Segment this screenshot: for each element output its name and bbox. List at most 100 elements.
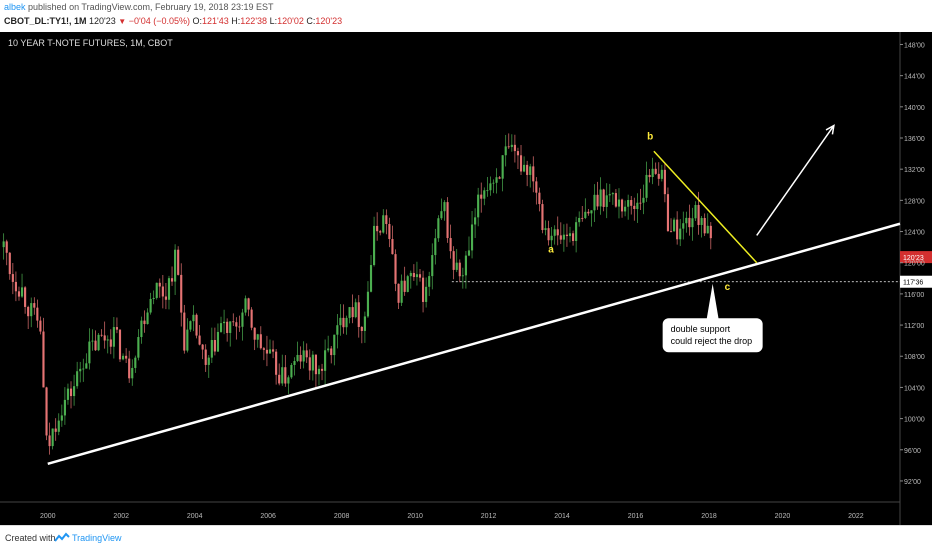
candle-body (373, 225, 376, 266)
candle-body (94, 340, 97, 351)
candle-body (27, 306, 30, 317)
candle-body (302, 350, 305, 362)
high-label: H: (231, 16, 241, 26)
candle-body (330, 348, 333, 356)
candle-body (648, 174, 651, 178)
candle-body (223, 321, 226, 324)
price-tick-label: 136'00 (904, 136, 925, 143)
candle-body (17, 291, 21, 297)
candle-body (376, 225, 379, 232)
candle-body (314, 354, 317, 375)
time-axis[interactable] (0, 502, 900, 525)
price-tick-label: 140'00 (904, 105, 925, 112)
candle-body (106, 339, 109, 341)
candle-body (431, 255, 434, 277)
candle-body (146, 312, 149, 325)
candle-body (562, 234, 565, 240)
candle-body (327, 348, 330, 351)
candle-body (636, 202, 639, 210)
candle-body (483, 190, 486, 199)
author-link[interactable]: albek (4, 2, 26, 12)
candle-body (100, 334, 103, 336)
candle-body (76, 371, 79, 387)
candle-body (568, 233, 572, 237)
candle-body (189, 321, 192, 330)
wave-label-c: c (725, 282, 731, 293)
low-label: L: (269, 16, 278, 26)
candle-body (642, 197, 645, 203)
candle-body (121, 355, 125, 360)
candle-body (351, 307, 354, 318)
candle-body (63, 399, 66, 416)
last-price-badge (900, 251, 932, 264)
candle-body (118, 329, 122, 360)
price-chart[interactable]: 10 YEAR T-NOTE FUTURES, 1M, CBOT a b c doub… (0, 32, 932, 525)
candle-body (5, 241, 8, 253)
tradingview-link[interactable]: TradingView (72, 533, 122, 543)
price-tick-label: 128'00 (904, 198, 925, 205)
candle-body (366, 291, 370, 317)
candle-body (115, 327, 119, 330)
candle-body (391, 239, 394, 255)
plot-area[interactable] (0, 32, 900, 502)
candle-body (587, 211, 590, 214)
close-label: C: (306, 16, 316, 26)
down-arrow-icon: ▼ (118, 17, 127, 26)
candle-body (682, 223, 685, 229)
candle-body (633, 205, 636, 210)
high-value: 122'38 (240, 16, 268, 26)
candle-body (238, 326, 241, 328)
candle-body (305, 350, 308, 358)
candle-body (320, 368, 324, 371)
candle-body (60, 415, 63, 421)
candle-body (324, 350, 327, 371)
candle-body (639, 202, 642, 204)
candle-body (559, 235, 562, 240)
projection-arrow-line (756, 125, 835, 236)
candle-body (174, 249, 177, 282)
candle-body (470, 224, 474, 251)
candle-body (406, 276, 409, 292)
candle-body (602, 189, 605, 207)
candle-body (538, 192, 541, 205)
candle-body (412, 272, 415, 278)
last-price-label: 120'23 (903, 255, 924, 262)
candle-body (617, 199, 621, 207)
candle-body (253, 327, 256, 340)
candle-body (161, 286, 164, 297)
candle-body (446, 202, 449, 239)
candle-body (51, 428, 54, 447)
candle-body (170, 278, 174, 282)
candle-body (213, 340, 216, 352)
candle-body (452, 251, 455, 270)
price-tick-label: 132'00 (904, 167, 925, 174)
b-to-c-line (653, 150, 758, 264)
time-tick-label: 2022 (848, 513, 864, 520)
candle-body (204, 349, 207, 365)
candle-body (140, 320, 143, 338)
candle-body (219, 323, 223, 332)
candle-body (164, 296, 167, 300)
candle-body (198, 335, 201, 345)
candle-body (73, 386, 76, 397)
candle-body (265, 349, 269, 354)
price-tick-label: 100'00 (904, 417, 925, 424)
candle-body (388, 223, 391, 240)
candle-body (676, 219, 679, 240)
candle-body (486, 190, 489, 192)
candle-body (553, 229, 556, 236)
candle-body (293, 360, 296, 365)
candle-body (556, 229, 559, 236)
open-value: 121'43 (202, 16, 229, 26)
price-tick-label: 104'00 (904, 385, 925, 392)
candle-body (666, 194, 670, 231)
candle-body (385, 215, 388, 224)
candle-body (449, 238, 452, 252)
candle-body (177, 249, 180, 275)
candle-body (235, 322, 238, 327)
candle-body (507, 146, 510, 148)
candle-body (143, 320, 146, 325)
support-price-label: 117'36 (903, 280, 923, 287)
candle-body (137, 337, 140, 358)
candle-body (593, 194, 596, 211)
